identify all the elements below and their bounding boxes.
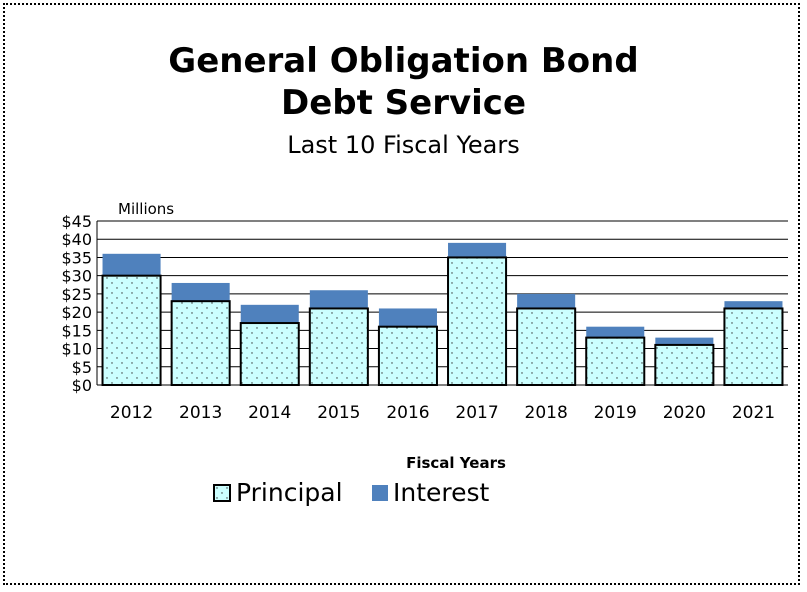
chart-subtitle: Last 10 Fiscal Years <box>287 131 520 159</box>
y-tick-label: $0 <box>72 376 92 395</box>
bar-interest <box>102 253 161 276</box>
x-tick-label: 2014 <box>248 403 291 423</box>
units-label: Millions <box>118 200 174 218</box>
bar-interest <box>655 337 714 345</box>
bar-interest <box>517 293 576 309</box>
x-tick-label: 2019 <box>594 403 637 423</box>
bar-interest <box>448 242 507 258</box>
bar-interest <box>240 304 299 324</box>
y-tick-label: $35 <box>61 248 92 267</box>
axes: $0$5$10$15$20$25$30$35$40$45 2012 2013 2014… <box>61 212 788 423</box>
y-tick-label: $45 <box>61 212 92 231</box>
y-tick-label: $20 <box>61 303 92 322</box>
bar-interest <box>724 301 783 309</box>
bar-interest <box>586 326 645 338</box>
y-tick-label: $5 <box>72 358 92 377</box>
x-tick-label: 2016 <box>386 403 429 423</box>
legend: Principal Interest <box>213 478 490 507</box>
x-tick-label: 2020 <box>663 403 706 423</box>
x-tick-label: 2017 <box>455 403 498 423</box>
legend-swatch-principal <box>213 484 231 502</box>
bar-principal <box>723 307 784 387</box>
bars <box>101 242 784 387</box>
bar-interest <box>378 308 437 327</box>
legend-label-interest: Interest <box>393 478 490 507</box>
legend-swatch-interest <box>372 485 388 501</box>
x-tick-label: 2021 <box>732 403 775 423</box>
y-tick-label: $25 <box>61 285 92 304</box>
bar-principal <box>585 336 646 386</box>
y-tick-label: $15 <box>61 321 92 340</box>
legend-label-principal: Principal <box>236 478 343 507</box>
bar-principal <box>239 322 300 386</box>
y-tick-label: $30 <box>61 267 92 286</box>
x-tick-label: 2013 <box>179 403 222 423</box>
chart-title: General Obligation Bond <box>168 41 639 81</box>
chart-title-line2: Debt Service <box>280 83 527 123</box>
bar-principal <box>654 343 715 386</box>
y-tick-label: $40 <box>61 230 92 249</box>
bar-principal <box>308 307 369 387</box>
x-axis-title: Fiscal Years <box>406 454 506 472</box>
x-tick-label: 2015 <box>317 403 360 423</box>
y-tick-label: $10 <box>61 340 92 359</box>
bar-interest <box>171 282 230 302</box>
bar-interest <box>309 290 368 309</box>
bar-principal <box>377 325 438 387</box>
bar-principal <box>447 256 508 387</box>
bar-principal <box>516 307 577 387</box>
x-tick-label: 2012 <box>110 403 153 423</box>
x-tick-label: 2018 <box>525 403 568 423</box>
bar-principal <box>101 274 162 386</box>
bar-principal <box>170 300 231 386</box>
